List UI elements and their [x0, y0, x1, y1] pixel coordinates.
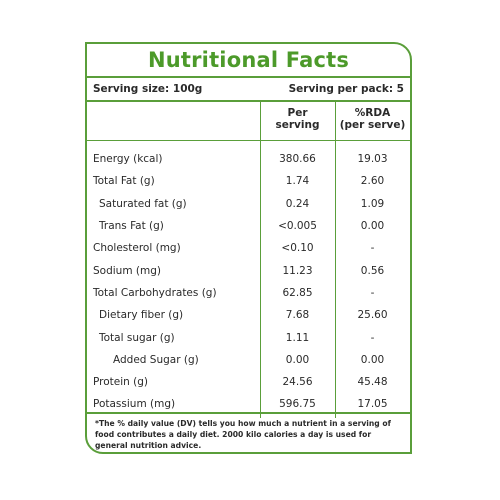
- serving-size: Serving size: 100g: [93, 83, 203, 95]
- per-serving-header-line-1: Per: [287, 107, 308, 119]
- nutrient-name: Energy (kcal): [93, 153, 163, 166]
- nutrient-name: Cholesterol (mg): [93, 242, 181, 255]
- rda-value: 0.00: [360, 353, 385, 366]
- table-row: Sodium (mg) 11.23 0.56: [87, 259, 410, 281]
- rda-value: 0.56: [360, 264, 385, 277]
- rda-value: -: [370, 331, 375, 344]
- rda-header: %RDA (per serve): [335, 107, 410, 131]
- table-row: Energy (kcal) 380.66 19.03: [87, 148, 410, 170]
- table-row: Dietary fiber (g) 7.68 25.60: [87, 304, 410, 326]
- per-serving-value: 24.56: [282, 376, 313, 389]
- nutrient-name: Trans Fat (g): [99, 220, 164, 233]
- per-serving-header: Per serving: [260, 107, 335, 131]
- table-row: Saturated fat (g) 0.24 1.09: [87, 193, 410, 215]
- nutrient-name: Sodium (mg): [93, 264, 161, 277]
- nutrient-name: Saturated fat (g): [99, 197, 187, 210]
- per-serving-value: 0.00: [285, 353, 310, 366]
- per-serving-value: 1.74: [285, 175, 310, 188]
- nutrition-facts-panel: Nutritional Facts Serving size: 100g Ser…: [85, 42, 412, 454]
- per-serving-value: 0.24: [285, 197, 310, 210]
- nutrition-title: Nutritional Facts: [87, 44, 410, 78]
- nutrient-name: Total sugar (g): [99, 331, 175, 344]
- rda-value: 17.05: [357, 398, 388, 411]
- table-row: Potassium (mg) 596.75 17.05: [87, 393, 410, 415]
- nutrition-table: Per serving %RDA (per serve) Energy (kca…: [87, 102, 410, 418]
- table-row: Total Fat (g) 1.74 2.60: [87, 170, 410, 192]
- nutrient-name: Protein (g): [93, 376, 149, 389]
- per-serving-value: 62.85: [282, 286, 313, 299]
- rda-value: 1.09: [360, 197, 385, 210]
- rda-value: 45.48: [357, 376, 388, 389]
- nutrient-name: Dietary fiber (g): [99, 309, 184, 322]
- nutrient-name: Total Fat (g): [93, 175, 155, 188]
- rda-value: 2.60: [360, 175, 385, 188]
- rda-value: -: [370, 286, 375, 299]
- table-row: Trans Fat (g) <0.005 0.00: [87, 215, 410, 237]
- per-serving-value: 380.66: [279, 153, 316, 166]
- per-serving-value: 11.23: [282, 264, 313, 277]
- serving-per-pack: Serving per pack: 5: [288, 83, 404, 95]
- column-divider-2: [335, 102, 336, 418]
- per-serving-value: 1.11: [285, 331, 310, 344]
- column-divider-1: [260, 102, 261, 418]
- rda-value: 19.03: [357, 153, 388, 166]
- per-serving-header-line-2: serving: [275, 119, 320, 131]
- table-body: Energy (kcal) 380.66 19.03 Total Fat (g)…: [87, 148, 410, 416]
- rda-value: 0.00: [360, 220, 385, 233]
- table-row: Total Carbohydrates (g) 62.85 -: [87, 282, 410, 304]
- rda-value: -: [370, 242, 375, 255]
- rda-header-line-1: %RDA: [354, 107, 391, 119]
- nutrient-name: Total Carbohydrates (g): [93, 286, 217, 299]
- table-row: Protein (g) 24.56 45.48: [87, 371, 410, 393]
- table-header-row: Per serving %RDA (per serve): [87, 102, 410, 141]
- per-serving-value: <0.005: [278, 220, 317, 233]
- per-serving-value: <0.10: [281, 242, 314, 255]
- table-row: Added Sugar (g) 0.00 0.00: [87, 349, 410, 371]
- per-serving-value: 7.68: [285, 309, 310, 322]
- footnote: *The % daily value (DV) tells you how mu…: [87, 412, 410, 452]
- per-serving-value: 596.75: [279, 398, 316, 411]
- rda-value: 25.60: [357, 309, 388, 322]
- table-row: Total sugar (g) 1.11 -: [87, 326, 410, 348]
- nutrient-name: Added Sugar (g): [113, 353, 199, 366]
- table-row: Cholesterol (mg) <0.10 -: [87, 237, 410, 259]
- nutrient-name: Potassium (mg): [93, 398, 176, 411]
- serving-info-row: Serving size: 100g Serving per pack: 5: [87, 78, 410, 102]
- rda-header-line-2: (per serve): [339, 119, 406, 131]
